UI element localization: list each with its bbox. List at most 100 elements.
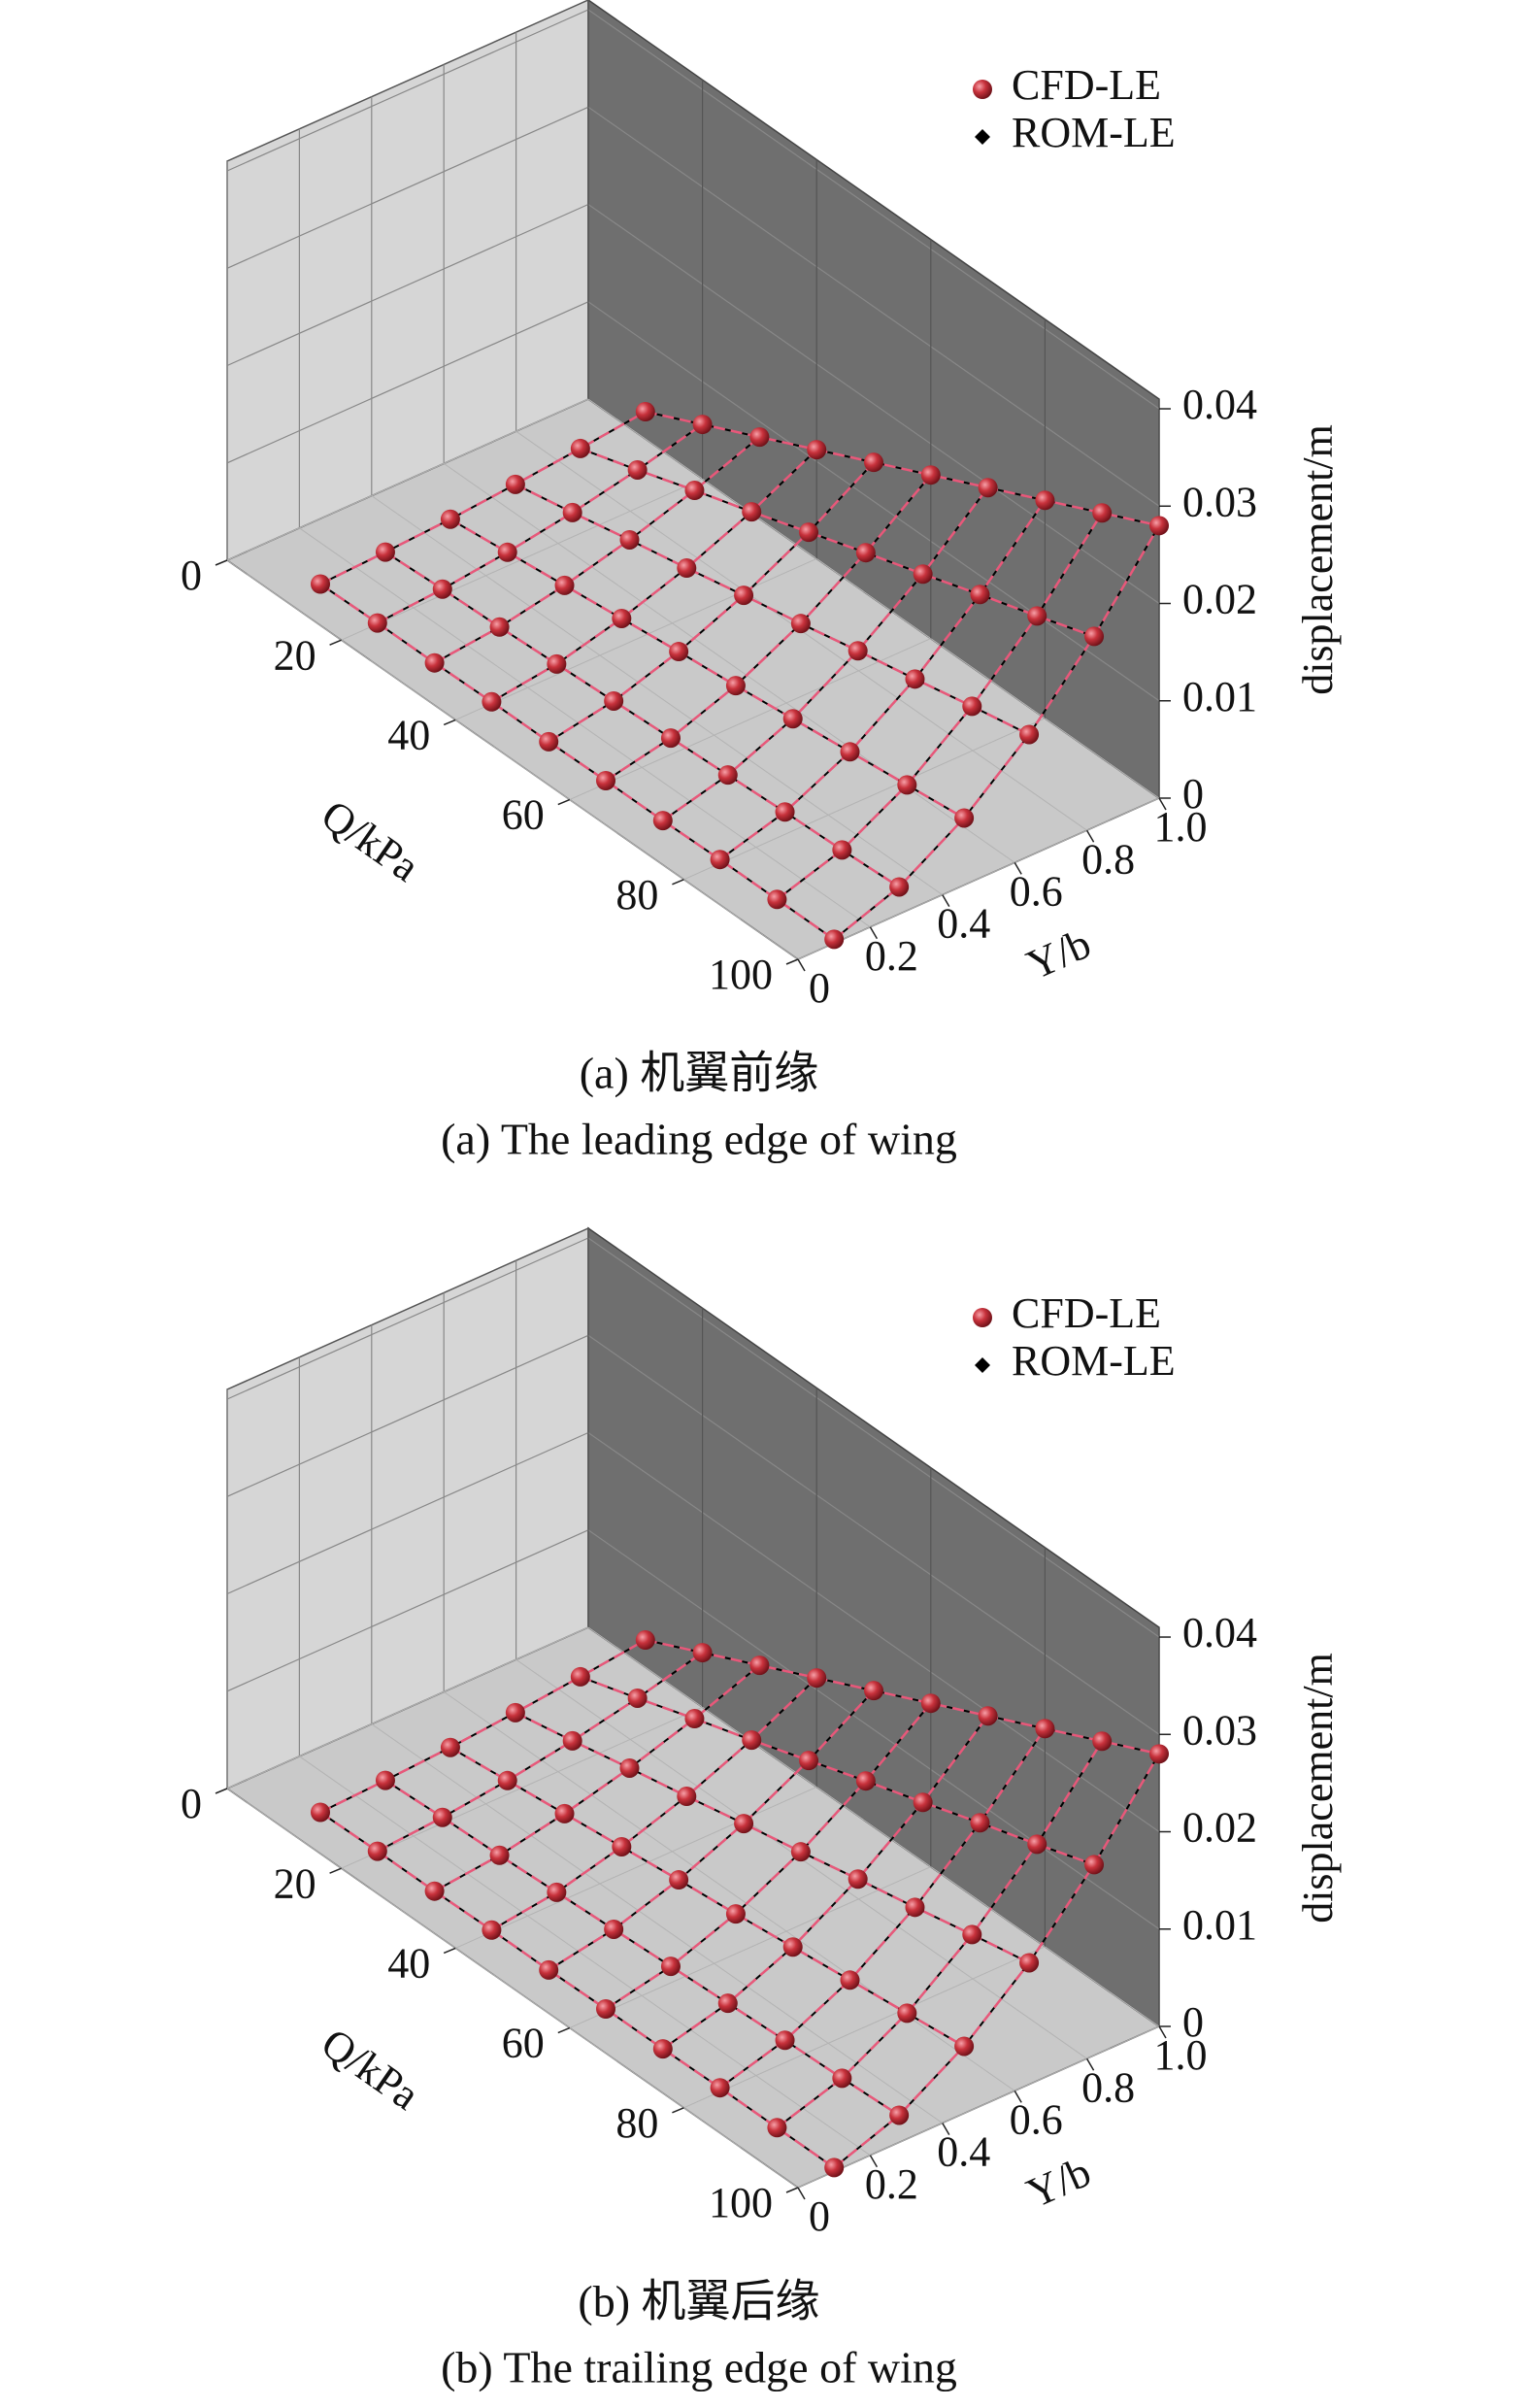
data-point xyxy=(635,402,655,422)
caption-en: (b) The trailing edge of wing xyxy=(441,2343,957,2392)
legend-marker xyxy=(973,1308,992,1327)
y-tick xyxy=(869,2155,879,2168)
y-tick xyxy=(942,894,950,907)
data-point xyxy=(1027,1834,1047,1855)
grid-line xyxy=(454,1786,817,1949)
data-point xyxy=(604,690,624,711)
series-line xyxy=(833,1753,1161,2169)
z-tick-label: 0 xyxy=(1182,770,1204,818)
data-point xyxy=(482,691,502,712)
series-line xyxy=(662,1715,989,2051)
data-point xyxy=(367,613,387,633)
z-axis-label: displacement/m xyxy=(1294,1653,1342,1923)
y-tick-label: 1.0 xyxy=(1154,803,1208,851)
data-point xyxy=(734,1814,754,1834)
series-line xyxy=(319,410,647,585)
data-point xyxy=(962,1924,982,1945)
data-point xyxy=(824,2157,845,2178)
series-line xyxy=(580,447,1095,638)
y-tick xyxy=(1014,2090,1022,2103)
data-point xyxy=(619,1757,640,1778)
data-point xyxy=(652,811,673,831)
series-line xyxy=(605,1702,932,2010)
data-point xyxy=(562,502,582,522)
series-line xyxy=(490,449,818,703)
data-point xyxy=(742,502,762,522)
x-tick-label: 60 xyxy=(502,791,545,839)
data-point xyxy=(717,1993,738,2014)
data-point xyxy=(1019,1953,1040,1973)
data-point xyxy=(1149,1744,1169,1764)
series-line xyxy=(377,1652,704,1853)
data-point xyxy=(684,1709,705,1729)
data-point xyxy=(497,1770,517,1790)
data-point xyxy=(1035,490,1055,511)
series-line xyxy=(548,1689,875,1971)
data-point xyxy=(742,1730,762,1751)
legend-label: ROM-LE xyxy=(1012,1337,1176,1385)
z-tick-label: 0.02 xyxy=(1182,1804,1257,1852)
grid-line xyxy=(299,527,871,928)
x-tick-label: 40 xyxy=(387,711,430,758)
data-point xyxy=(905,669,925,689)
z-tick-label: 0.03 xyxy=(1182,1706,1257,1754)
data-point xyxy=(677,558,697,579)
series-line xyxy=(548,461,875,743)
y-tick-label: 0.4 xyxy=(937,2128,990,2176)
data-point xyxy=(505,1702,525,1722)
grid-line xyxy=(587,398,1160,799)
data-point xyxy=(962,696,982,717)
x-tick xyxy=(785,958,799,965)
grid-line xyxy=(454,557,817,720)
x-tick-label: 0 xyxy=(181,1780,202,1827)
grid-line xyxy=(683,718,1046,881)
data-point xyxy=(432,1807,452,1827)
x-tick-label: 60 xyxy=(502,2020,545,2067)
data-point xyxy=(790,614,811,634)
data-point xyxy=(375,542,395,562)
y-tick-label: 0.6 xyxy=(1010,867,1063,915)
y-tick xyxy=(1158,2025,1167,2039)
y-tick xyxy=(942,2123,950,2135)
data-point xyxy=(734,585,754,606)
data-point xyxy=(782,709,803,729)
y-tick-label: 1.0 xyxy=(1154,2031,1208,2079)
series-line xyxy=(449,518,965,819)
y-tick xyxy=(869,926,879,940)
data-point xyxy=(367,1841,387,1861)
x-tick xyxy=(785,2187,799,2193)
data-point xyxy=(440,1737,460,1757)
data-point xyxy=(864,1681,883,1701)
series-line xyxy=(776,1740,1104,2129)
data-point xyxy=(717,765,738,786)
series-line xyxy=(605,474,932,782)
x-tick xyxy=(557,798,571,806)
data-point xyxy=(497,542,517,562)
legend-marker xyxy=(975,1357,990,1373)
data-point xyxy=(767,2118,787,2138)
legend-marker xyxy=(973,80,992,99)
x-tick xyxy=(443,1947,456,1955)
grid-line xyxy=(683,1946,1046,2109)
data-point xyxy=(554,1803,575,1823)
data-point xyxy=(824,929,845,950)
x-tick-label: 20 xyxy=(274,1859,316,1907)
legend-label: CFD-LE xyxy=(1012,61,1161,109)
data-point xyxy=(782,1937,803,1957)
data-point xyxy=(505,474,525,494)
x-tick-label: 0 xyxy=(181,552,202,599)
data-point xyxy=(627,1688,648,1708)
data-point xyxy=(489,1845,510,1865)
x-tick xyxy=(329,1867,342,1874)
data-point xyxy=(807,1668,827,1689)
data-point xyxy=(767,889,787,910)
z-tick-label: 0.04 xyxy=(1182,1609,1257,1656)
data-point xyxy=(1084,626,1105,647)
grid-line xyxy=(226,1626,589,1789)
data-point xyxy=(848,1869,868,1890)
data-point xyxy=(547,653,567,674)
y-tick-label: 0.2 xyxy=(865,932,918,980)
data-point xyxy=(807,440,827,460)
data-point xyxy=(799,522,819,543)
